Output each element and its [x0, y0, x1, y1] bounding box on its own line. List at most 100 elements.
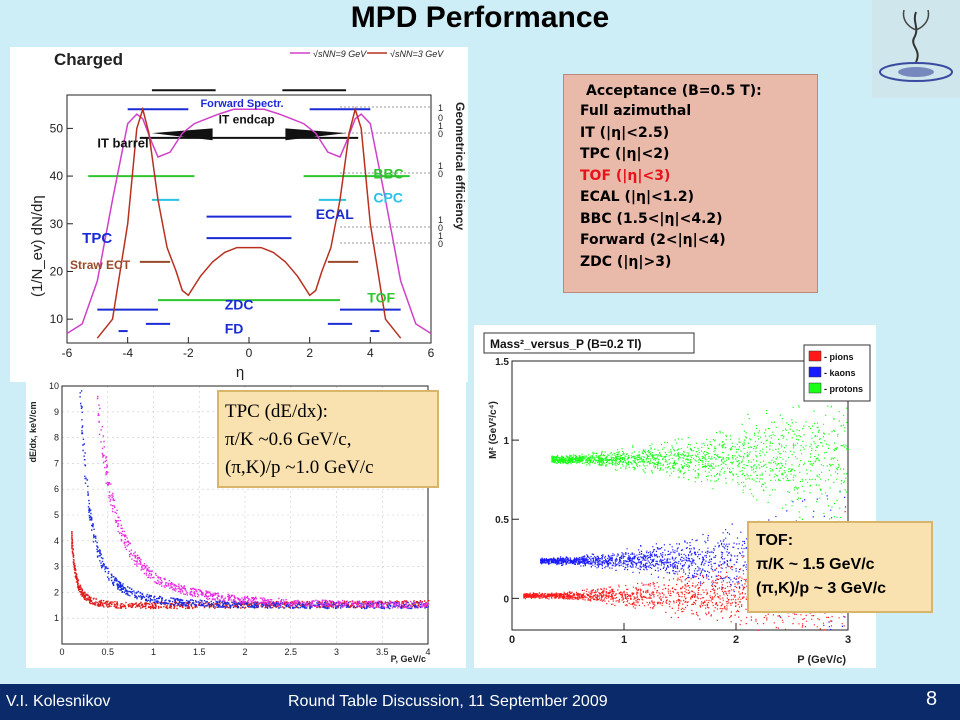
- y-tick-label: 10: [50, 312, 64, 326]
- detector-label: FD: [225, 320, 244, 336]
- x-tick-label: 3: [845, 634, 851, 646]
- x-tick-label: 0: [59, 647, 64, 657]
- detector-label: CPC: [373, 189, 403, 205]
- tof-note-box: TOF: π/K ~ 1.5 GeV/c (π,K)/p ~ 3 GeV/c: [747, 521, 933, 613]
- x-tick-label: 2: [733, 634, 739, 646]
- detector-label: ZDC: [225, 297, 254, 313]
- chart-legend: - pions - kaons - protons: [803, 344, 871, 402]
- acceptance-line: IT (|η|<2.5): [580, 124, 670, 141]
- acceptance-box: Acceptance (B=0.5 T): Full azimuthal IT (…: [563, 74, 818, 293]
- efficiency-tick: 0: [438, 239, 443, 249]
- tpc-note-line: (π,K)/p ~1.0 GeV/c: [225, 457, 374, 478]
- x-tick-label: -2: [183, 346, 194, 360]
- y-tick-label: 8: [54, 433, 59, 443]
- y-tick-label: 10: [49, 382, 59, 391]
- x-tick-label: 1: [151, 647, 156, 657]
- acceptance-line: TPC (|η|<2): [580, 146, 670, 162]
- y2-axis-label: Geometrical efficiency: [453, 102, 467, 230]
- logo: [872, 0, 960, 98]
- tpc-note-line: TPC (dE/dx):: [225, 401, 328, 422]
- x-tick-label: 2: [306, 346, 313, 360]
- efficiency-tick: 0: [438, 223, 443, 233]
- x-tick-label: 3.5: [376, 647, 389, 657]
- x-tick-label: 2.5: [284, 647, 297, 657]
- y-tick-label: 1.5: [495, 357, 509, 368]
- scatter-series: [71, 531, 430, 610]
- efficiency-tick: 0: [438, 129, 443, 139]
- eta-distribution-chart: Charged √sNN=9 GeV √sNN=3 GeV -6 -4 -2 0 2 4 6 1…: [10, 47, 468, 382]
- acceptance-line: Forward (2<|η|<4): [580, 232, 726, 248]
- x-tick-label: 2: [242, 647, 247, 657]
- tpc-note-line: π/K ~0.6 GeV/c,: [225, 429, 352, 450]
- chart-title: Mass²_versus_P (B=0.2 Tl): [490, 337, 642, 351]
- detector-label: IT barrel: [97, 135, 148, 150]
- x-tick-label: 1: [621, 634, 627, 646]
- x-tick-label: -6: [62, 346, 73, 360]
- y-axis-label: dE/dx, keV/cm: [28, 401, 38, 462]
- x-tick-label: 6: [428, 346, 435, 360]
- efficiency-tick: 1: [438, 103, 443, 113]
- y-tick-label: 4: [54, 536, 59, 546]
- detector-label: IT endcap: [219, 113, 275, 127]
- y-tick-label: 1: [503, 436, 509, 447]
- y-tick-label: 0: [503, 594, 509, 605]
- acceptance-heading: Acceptance (B=0.5 T):: [586, 83, 762, 99]
- y-axis-label: (1/N_ev) dN/dη: [29, 195, 46, 297]
- footer-author: V.I. Kolesnikov: [6, 693, 111, 710]
- footer-event: Round Table Discussion, 11 September 200…: [288, 693, 608, 710]
- acceptance-line: BBC (1.5<|η|<4.2): [580, 210, 723, 227]
- x-axis-label: P (GeV/c): [797, 654, 846, 666]
- x-tick-label: 0: [246, 346, 253, 360]
- mass-squared-chart: Mass²_versus_P (B=0.2 Tl) 0 1 2 3 0 0.5 1 1.5 -…: [474, 325, 876, 668]
- detector-label: Straw ECT: [70, 258, 131, 272]
- chart-legend: √sNN=9 GeV √sNN=3 GeV: [290, 49, 444, 59]
- tof-note-line: (π,K)/p ~ 3 GeV/c: [756, 580, 887, 597]
- y-tick-label: 7: [54, 458, 59, 468]
- x-tick-label: 0.5: [101, 647, 114, 657]
- y-tick-label: 2: [54, 587, 59, 597]
- detector-label: TOF: [367, 289, 395, 305]
- y-tick-label: 3: [54, 562, 59, 572]
- legend-label: √sNN=9 GeV: [313, 49, 367, 59]
- x-tick-label: 4: [425, 647, 430, 657]
- acceptance-line: TOF (|η|<3): [580, 167, 671, 184]
- detector-label: ECAL: [316, 206, 355, 222]
- legend-label: - protons: [824, 384, 863, 394]
- efficiency-tick: 0: [438, 169, 443, 179]
- x-tick-label: 1.5: [193, 647, 206, 657]
- acceptance-line: ZDC (|η|>3): [580, 253, 672, 270]
- x-tick-label: 3: [334, 647, 339, 657]
- legend-label: √sNN=3 GeV: [390, 49, 444, 59]
- efficiency-tick: 0: [438, 113, 443, 123]
- footer-bar: V.I. Kolesnikov Round Table Discussion, …: [0, 684, 960, 720]
- y-tick-label: 0.5: [495, 515, 509, 526]
- y-tick-label: 20: [50, 264, 64, 278]
- tof-note-line: π/K ~ 1.5 GeV/c: [756, 556, 875, 573]
- series-line: [96, 106, 402, 339]
- slide-title: MPD Performance: [350, 1, 610, 34]
- efficiency-tick: 1: [438, 121, 443, 131]
- tpc-note-box: TPC (dE/dx): π/K ~0.6 GeV/c, (π,K)/p ~1.…: [217, 390, 439, 488]
- acceptance-line: ECAL (|η|<1.2): [580, 189, 694, 205]
- x-tick-label: 0: [509, 634, 515, 646]
- scatter-series: [523, 511, 849, 631]
- y-tick-label: 1: [54, 613, 59, 623]
- detector-label: TPC: [82, 230, 112, 247]
- x-tick-label: 4: [367, 346, 374, 360]
- detector-label: BBC: [373, 165, 403, 181]
- y-tick-label: 30: [50, 217, 64, 231]
- efficiency-tick: 1: [438, 161, 443, 171]
- y-tick-label: 5: [54, 510, 59, 520]
- tof-note-line: TOF:: [756, 532, 794, 549]
- efficiency-tick: 1: [438, 215, 443, 225]
- page-number: 8: [926, 688, 938, 710]
- x-axis-label: P, GeV/c: [391, 654, 426, 664]
- y-tick-label: 50: [50, 121, 64, 135]
- acceptance-line: Full azimuthal: [580, 103, 692, 119]
- series-line: [66, 108, 432, 335]
- x-axis-label: η: [236, 364, 244, 381]
- y-tick-label: 6: [54, 484, 59, 494]
- legend-label: - pions: [824, 352, 854, 362]
- x-tick-label: -4: [122, 346, 133, 360]
- y-axis-label: M² (GeV²/c⁴): [488, 401, 499, 459]
